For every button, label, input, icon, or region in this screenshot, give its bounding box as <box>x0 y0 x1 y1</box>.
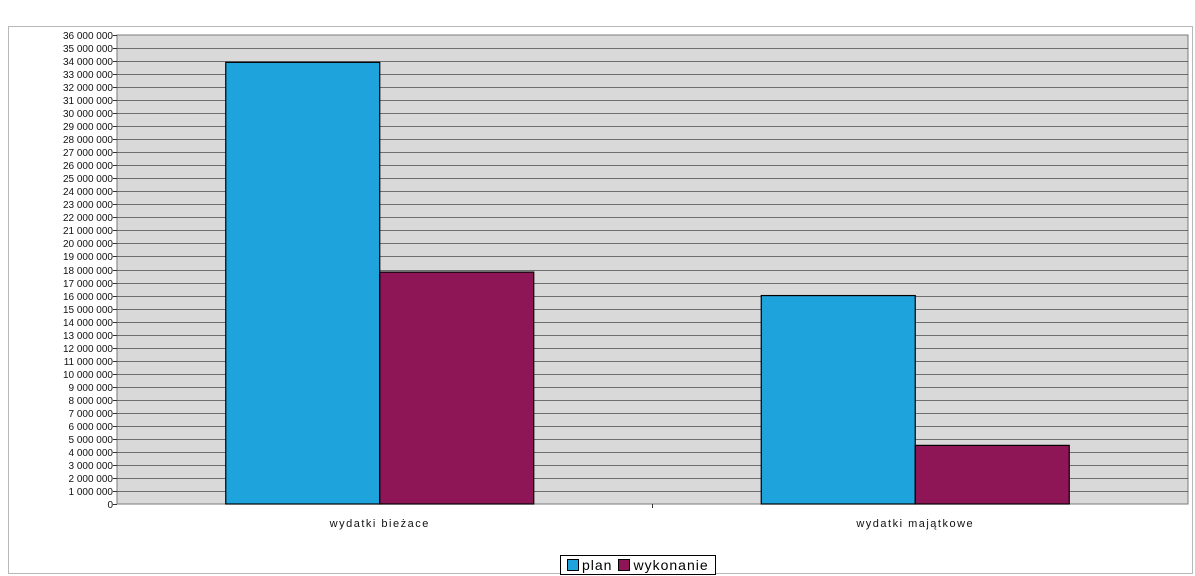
y-tick-label: 23 000 000 <box>63 200 113 211</box>
y-tick-label: 7 000 000 <box>69 409 114 420</box>
y-tick-label: 6 000 000 <box>69 422 114 433</box>
y-tick-label: 17 000 000 <box>63 279 113 290</box>
legend-label-wykonanie: wykonanie <box>633 557 709 573</box>
y-axis-ticks: 0 1 000 000 2 000 000 3 000 000 4 000 000 5 0… <box>63 31 117 511</box>
y-tick-label: 27 000 000 <box>63 148 113 159</box>
legend-swatch-wykonanie <box>618 559 631 571</box>
y-tick-label: 5 000 000 <box>69 435 114 446</box>
legend-item-plan: plan <box>567 557 612 573</box>
y-tick-label: 32 000 000 <box>63 83 113 94</box>
bar-wykonanie-1 <box>914 444 1070 505</box>
y-tick-label: 34 000 000 <box>63 57 113 68</box>
y-tick-label: 18 000 000 <box>63 266 113 277</box>
y-tick-label: 13 000 000 <box>63 331 113 342</box>
y-tick-label: 3 000 000 <box>69 461 114 472</box>
y-tick-label: 22 000 000 <box>63 213 113 224</box>
y-tick-label: 24 000 000 <box>63 187 113 198</box>
y-tick-label: 21 000 000 <box>63 226 113 237</box>
y-tick-label: 11 000 000 <box>64 357 114 368</box>
y-tick-label: 1 000 000 <box>69 487 114 498</box>
y-tick-label: 26 000 000 <box>63 161 113 172</box>
y-tick-label: 28 000 000 <box>63 135 113 146</box>
y-tick-label: 12 000 000 <box>63 344 113 355</box>
y-tick-label: 31 000 000 <box>63 96 113 107</box>
x-category-label: wydatki majątkowe <box>855 518 974 530</box>
y-tick-label: 36 000 000 <box>63 31 113 42</box>
y-tick-label: 0 <box>107 500 113 511</box>
legend-swatch-plan <box>567 559 579 571</box>
y-tick-label: 14 000 000 <box>63 318 113 329</box>
bars <box>225 61 1070 505</box>
y-tick-label: 19 000 000 <box>63 252 113 263</box>
y-tick-label: 29 000 000 <box>63 122 113 133</box>
y-tick-label: 20 000 000 <box>63 239 113 250</box>
legend: plan wykonanie <box>560 555 716 575</box>
legend-label-plan: plan <box>582 557 613 573</box>
y-tick-label: 16 000 000 <box>63 292 113 303</box>
y-tick-label: 8 000 000 <box>69 396 114 407</box>
y-tick-label: 35 000 000 <box>63 44 113 55</box>
x-axis-labels: wydatki bieżace wydatki majątkowe <box>329 504 974 530</box>
y-tick-label: 4 000 000 <box>69 448 114 459</box>
bar-wykonanie-0 <box>379 271 535 505</box>
y-tick-label: 2 000 000 <box>69 474 114 485</box>
y-tick-label: 15 000 000 <box>63 305 113 316</box>
bar-plan-0 <box>225 61 381 505</box>
y-tick-label: 9 000 000 <box>69 383 114 394</box>
y-tick-label: 25 000 000 <box>63 174 113 185</box>
legend-item-wykonanie: wykonanie <box>618 557 708 573</box>
bar-plan-1 <box>760 294 916 505</box>
x-category-label: wydatki bieżace <box>329 518 430 530</box>
y-tick-label: 30 000 000 <box>63 109 113 120</box>
y-tick-label: 33 000 000 <box>63 70 113 81</box>
y-tick-label: 10 000 000 <box>63 370 113 381</box>
